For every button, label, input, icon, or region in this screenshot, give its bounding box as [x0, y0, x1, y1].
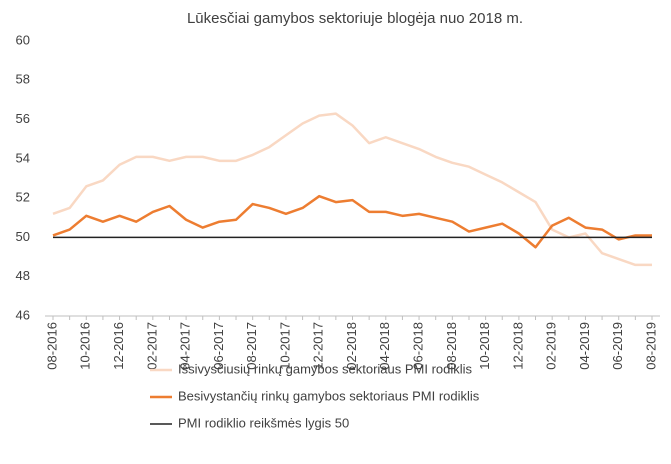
x-tick-label: 02-2019 — [544, 322, 559, 370]
x-tick-label: 04-2018 — [377, 322, 392, 370]
x-tick-label: 02-2018 — [344, 322, 359, 370]
x-tick-label: 06-2018 — [410, 322, 425, 370]
x-tick-label: 12-2018 — [510, 322, 525, 370]
y-tick-label: 46 — [16, 307, 30, 322]
x-tick-label: 08-2019 — [643, 322, 658, 370]
series-line — [52, 194, 652, 249]
x-tick-label: 12-2016 — [111, 322, 126, 370]
y-tick-label: 48 — [16, 268, 30, 283]
y-tick-label: 58 — [16, 72, 30, 87]
x-tick-label: 10-2016 — [78, 322, 93, 370]
x-tick-label: 08-2018 — [444, 322, 459, 370]
x-tick-label: 08-2016 — [44, 322, 59, 370]
x-tick-label: 12-2017 — [311, 322, 326, 370]
y-tick-label: 60 — [16, 32, 30, 47]
x-tick-label: 04-2017 — [178, 322, 193, 370]
y-tick-label: 56 — [16, 111, 30, 126]
x-tick-label: 10-2017 — [277, 322, 292, 370]
chart-title: Lūkesčiai gamybos sektoriuje blogėja nuo… — [187, 10, 523, 27]
y-tick-label: 52 — [16, 190, 30, 205]
x-tick-label: 04-2019 — [577, 322, 592, 370]
legend-label: Išsivysčiusių rinkų gamybos sektoriaus P… — [178, 361, 473, 376]
x-tick-label: 10-2018 — [477, 322, 492, 370]
y-tick-label: 54 — [16, 150, 30, 165]
series-line — [52, 112, 652, 267]
legend-label: PMI rodiklio reikšmės lygis 50 — [178, 415, 349, 430]
x-tick-label: 02-2017 — [144, 322, 159, 370]
legend-label: Besivystančių rinkų gamybos sektoriaus P… — [178, 388, 480, 403]
x-tick-label: 06-2019 — [610, 322, 625, 370]
y-tick-label: 50 — [16, 229, 30, 244]
x-tick-label: 06-2017 — [211, 322, 226, 370]
x-tick-label: 08-2017 — [244, 322, 259, 370]
